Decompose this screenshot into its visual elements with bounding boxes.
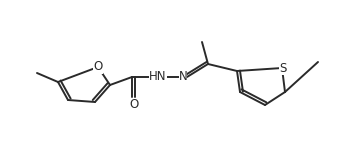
Text: HN: HN	[149, 70, 167, 84]
Text: O: O	[129, 98, 139, 111]
Text: O: O	[93, 60, 103, 74]
Text: N: N	[179, 70, 187, 84]
Text: S: S	[279, 61, 287, 75]
